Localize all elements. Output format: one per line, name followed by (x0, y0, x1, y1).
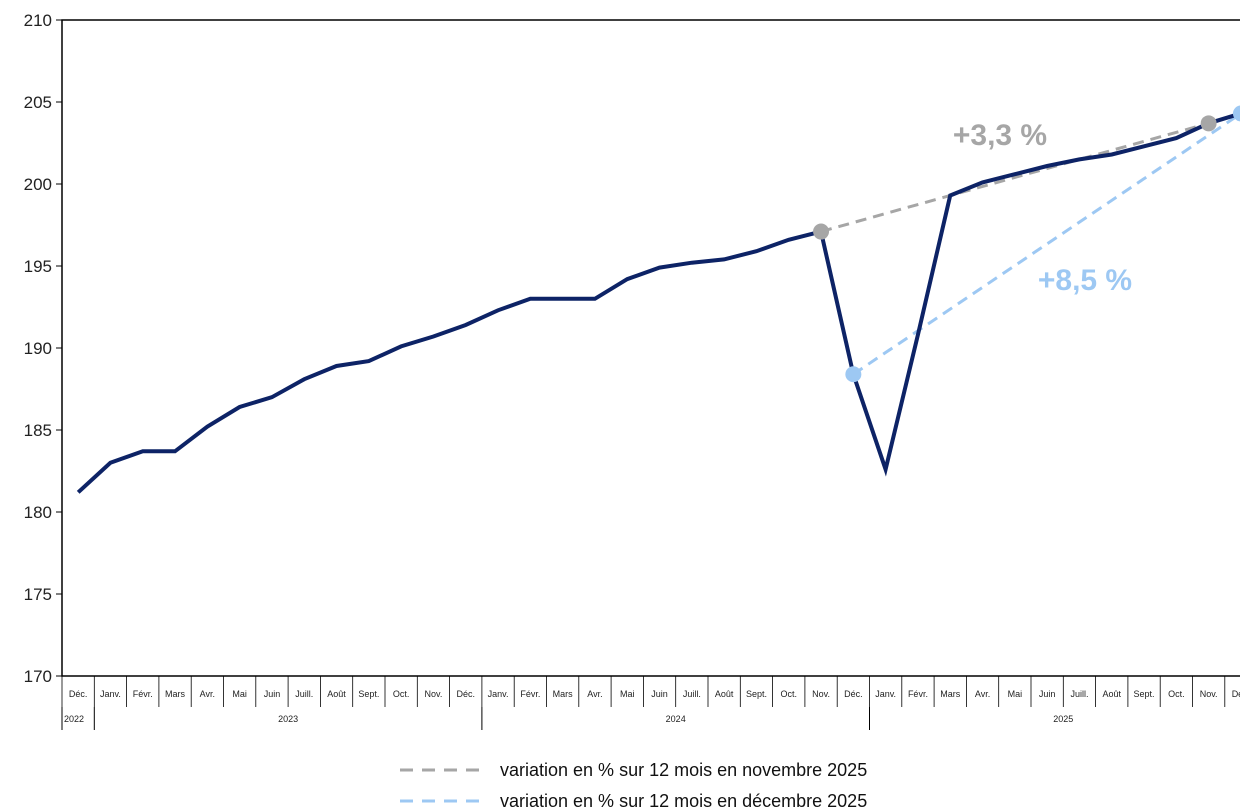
x-tick-label: Mai (1008, 689, 1023, 699)
x-tick-label: Avr. (975, 689, 990, 699)
y-tick-label: 180 (24, 503, 52, 522)
variation-point (1232, 105, 1240, 122)
annotations: +3,3 % +8,5 % (953, 119, 1132, 297)
x-tick-label: Oct. (780, 689, 797, 699)
x-tick-label: Août (1102, 689, 1121, 699)
x-tick-label: Avr. (587, 689, 602, 699)
x-tick-label: Oct. (393, 689, 410, 699)
x-tick-label: Mars (165, 689, 185, 699)
variation-line (852, 112, 1240, 376)
variation-point (845, 366, 862, 383)
variation-lines (820, 112, 1240, 376)
series-line (76, 111, 1240, 494)
legend-label: variation en % sur 12 mois en décembre 2… (500, 791, 867, 811)
x-tick-label: Juin (1039, 689, 1056, 699)
x-tick-label: Mars (553, 689, 573, 699)
variation-point (1200, 115, 1217, 132)
x-tick-label: Sept. (746, 689, 767, 699)
y-tick-label: 195 (24, 257, 52, 276)
y-tick-label: 200 (24, 175, 52, 194)
x-tick-label: Nov. (1200, 689, 1218, 699)
y-tick-label: 175 (24, 585, 52, 604)
annotation-label: +8,5 % (1038, 264, 1132, 297)
variation-line (820, 121, 1210, 234)
series (76, 111, 1240, 494)
x-tick-label: Juin (651, 689, 668, 699)
x-tick-label: Sept. (1134, 689, 1155, 699)
x-tick-label: Août (327, 689, 346, 699)
x-tick-label: Janv. (875, 689, 896, 699)
x-year-label: 2024 (666, 714, 686, 724)
x-year-label: 2025 (1053, 714, 1073, 724)
x-tick-label: Nov. (425, 689, 443, 699)
x-tick-label: Févr. (133, 689, 153, 699)
x-tick-label: Déc. (69, 689, 88, 699)
variation-markers (813, 105, 1240, 383)
x-tick-label: Janv. (100, 689, 121, 699)
x-axis: Déc. Janv. Févr. Mars Avr. Mai Juin Juill. Août S… (61, 676, 1240, 730)
legend-label: variation en % sur 12 mois en novembre 2… (500, 760, 867, 780)
x-tick-label: Sept. (358, 689, 379, 699)
x-tick-label: Mai (620, 689, 635, 699)
y-tick-label: 185 (24, 421, 52, 440)
x-tick-label: Juill. (683, 689, 701, 699)
x-year-label: 2022 (64, 714, 84, 724)
x-tick-label: Avr. (200, 689, 215, 699)
annotation-label: +3,3 % (953, 119, 1047, 152)
y-tick-label: 205 (24, 93, 52, 112)
x-tick-label: Févr. (908, 689, 928, 699)
x-tick-label: Déc. (1232, 689, 1240, 699)
x-tick-label: Mai (232, 689, 247, 699)
x-tick-label: Juill. (1070, 689, 1088, 699)
x-tick-label: Mars (940, 689, 960, 699)
x-tick-label: Juill. (295, 689, 313, 699)
x-year-label: 2023 (278, 714, 298, 724)
x-tick-label: Déc. (844, 689, 863, 699)
y-tick-label: 170 (24, 667, 52, 686)
legend: variation en % sur 12 mois en novembre 2… (400, 760, 867, 811)
y-tick-label: 210 (24, 11, 52, 30)
x-tick-label: Oct. (1168, 689, 1185, 699)
plot-frame (61, 19, 1240, 677)
variation-point (813, 223, 830, 240)
y-tick-label: 190 (24, 339, 52, 358)
x-tick-label: Juin (264, 689, 281, 699)
y-axis: 170 175 180 185 190 195 200 205 210 (24, 11, 62, 686)
x-tick-label: Déc. (456, 689, 475, 699)
x-tick-label: Août (715, 689, 734, 699)
x-tick-label: Janv. (488, 689, 509, 699)
x-tick-label: Nov. (812, 689, 830, 699)
x-tick-label: Févr. (520, 689, 540, 699)
